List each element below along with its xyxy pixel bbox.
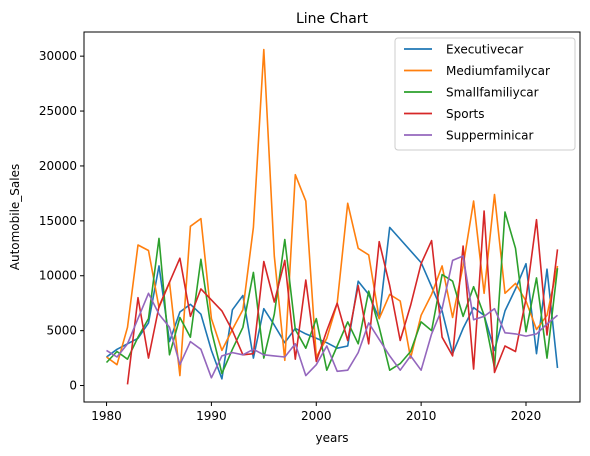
y-tick-label: 0 — [69, 379, 77, 393]
chart-title: Line Chart — [296, 11, 369, 27]
legend-label: Smallfamiliycar — [446, 86, 539, 100]
y-tick-label: 10000 — [39, 269, 77, 283]
y-tick-label: 25000 — [39, 104, 77, 118]
legend-label: Executivecar — [446, 43, 523, 57]
series-line-sports — [126, 210, 559, 385]
y-tick-label: 15000 — [39, 214, 77, 228]
plot-area — [105, 48, 559, 385]
series-line-supperminicar — [106, 255, 559, 379]
x-axis-label: years — [315, 431, 348, 445]
y-tick-label: 5000 — [46, 324, 77, 338]
x-tick-label: 2000 — [301, 409, 332, 423]
plot-frame — [83, 31, 581, 403]
y-axis: 0 5000 10000 15000 20000 25000 30000 — [39, 49, 84, 393]
y-tick-label: 30000 — [39, 49, 77, 63]
x-tick-label: 2020 — [511, 409, 542, 423]
legend-label: Mediumfamilycar — [446, 64, 550, 78]
x-axis: 1980 1990 2000 2010 2020 — [91, 402, 541, 423]
legend-box — [394, 37, 576, 151]
legend: Executivecar Mediumfamilycar Smallfamiliyc… — [394, 37, 576, 151]
x-tick-label: 2010 — [406, 409, 437, 423]
legend-label: Sports — [446, 107, 484, 121]
x-tick-label: 1980 — [91, 409, 122, 423]
y-tick-label: 20000 — [39, 159, 77, 173]
series-line-mediumfamilycar — [106, 48, 559, 377]
legend-label: Supperminicar — [446, 129, 533, 143]
x-tick-label: 1990 — [196, 409, 227, 423]
y-axis-label: Automobile_Sales — [8, 164, 22, 271]
